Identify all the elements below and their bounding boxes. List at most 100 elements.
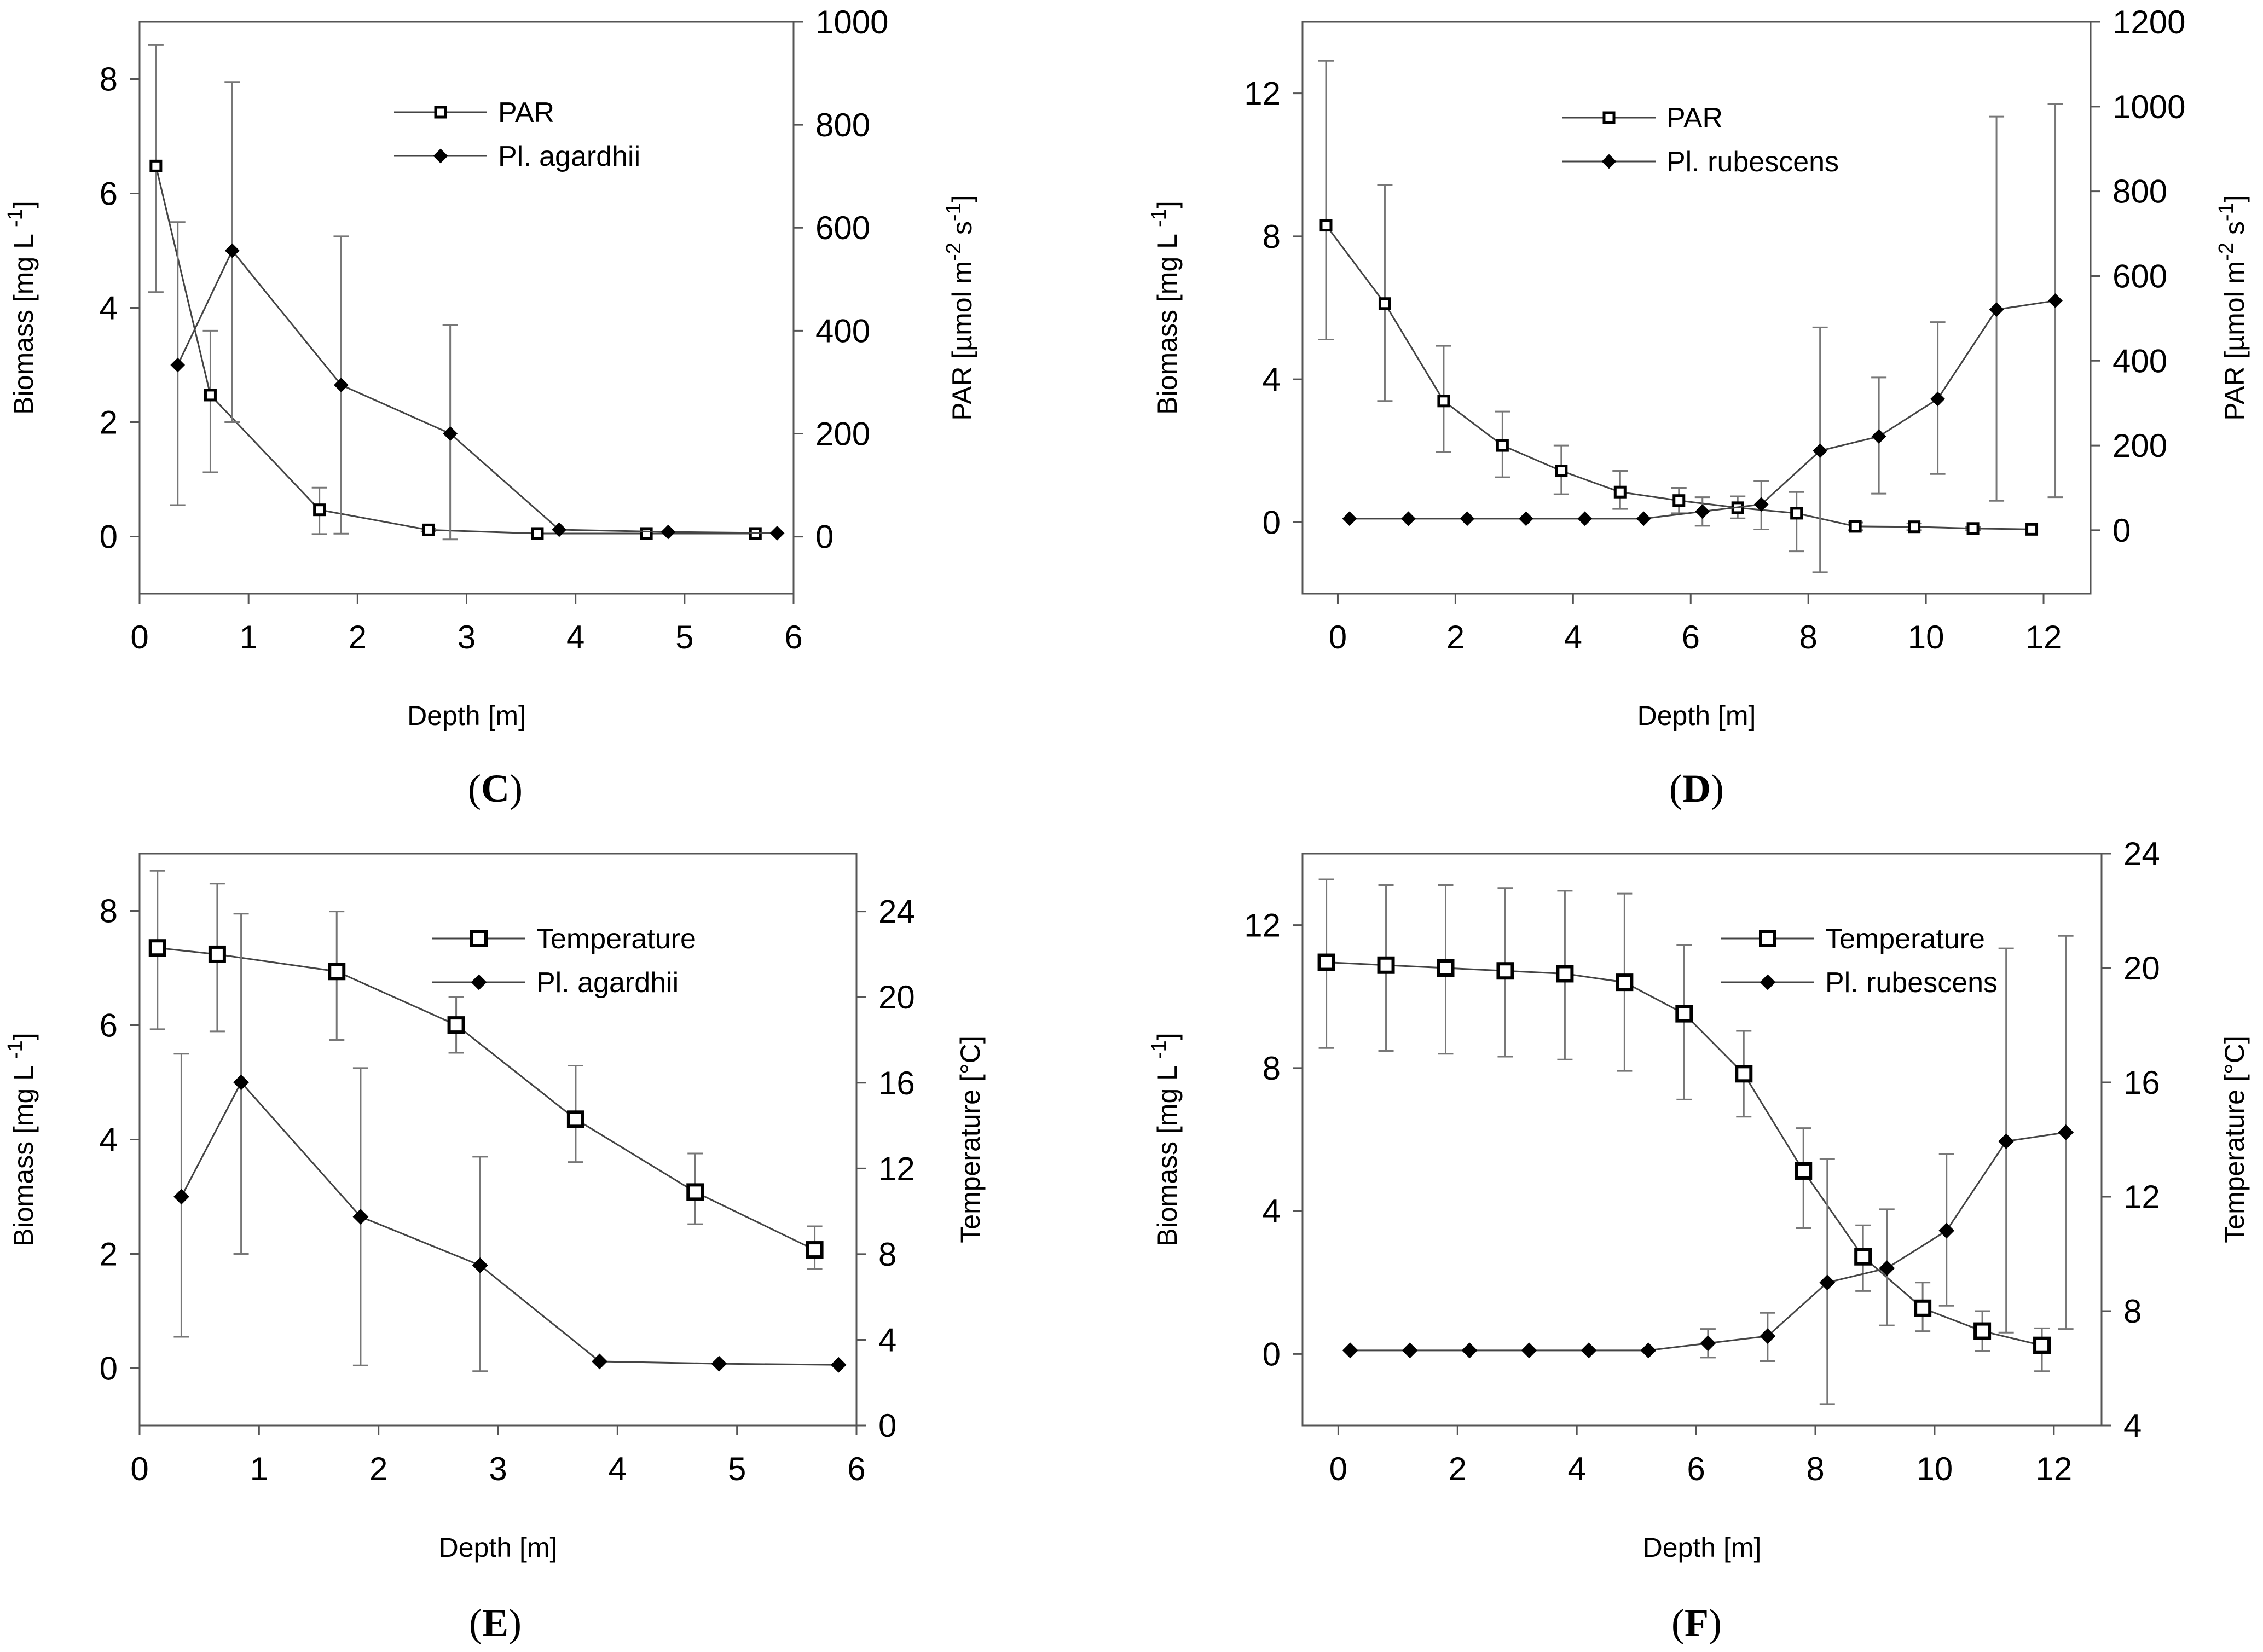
data-point [1849, 520, 1862, 533]
y-axis-label-tail: ] [1152, 1033, 1183, 1040]
y-tick-label: 4 [1263, 1193, 1281, 1230]
x-tick-label: 1 [239, 619, 257, 656]
series-line [1350, 1131, 2066, 1352]
data-point [769, 525, 785, 541]
panel-label-paren: ) [1709, 1601, 1722, 1645]
panel-label: (F) [1671, 1601, 1722, 1645]
legend-entry: Temperature [1825, 923, 1985, 955]
x-tick-label: 5 [675, 619, 693, 656]
data-point [1521, 1342, 1537, 1359]
y2-axis-label: PAR [µmol m-2 s-1] [942, 195, 977, 420]
plot-frame [138, 21, 795, 595]
y2-axis-label-text: PAR [µmol m [2219, 261, 2250, 421]
y-tick-label: 12 [1244, 76, 1281, 112]
data-point [1908, 520, 1921, 534]
y-tick-label: 8 [100, 893, 118, 930]
data-point [531, 527, 544, 540]
y2-axis-label-superscript: -2 [2215, 242, 2238, 261]
data-point [233, 1074, 249, 1091]
data-point [1437, 395, 1450, 408]
y2-axis-label-text: PAR [µmol m [947, 261, 977, 421]
y2-tick-label: 0 [2112, 512, 2131, 549]
legend-entry: PAR [1666, 102, 1723, 134]
legend-entry: PAR [498, 97, 554, 129]
data-point [1879, 1260, 1895, 1277]
panel-c: 0 1 2 3 4 5 6 0 2 4 6 8 0 200 400 600 800 1000 Depth [m] Bi… [4, 4, 977, 810]
panel-label-letter: F [1685, 1601, 1709, 1645]
x-axis-label: Depth [m] [439, 1532, 558, 1563]
data-point [173, 1189, 189, 1205]
legend: PAR Pl. agardhii [394, 97, 640, 172]
x-tick-label: 0 [1329, 1451, 1347, 1487]
y2-axis-label-superscript: -1 [942, 202, 965, 221]
x-tick-label: 4 [566, 619, 584, 656]
y2-tick-label: 600 [2112, 258, 2167, 294]
data-point [1735, 1065, 1753, 1083]
legend-marker [1759, 930, 1776, 947]
data-point [2048, 293, 2063, 308]
panel-label-letter: C [481, 767, 510, 810]
y2-axis-label: Temperature [°C] [955, 1036, 986, 1243]
data-point [1640, 1342, 1657, 1359]
y2-tick-label: 20 [2123, 950, 2160, 987]
x-tick-label: 1 [250, 1451, 268, 1487]
series-temperature [148, 870, 824, 1270]
x-tick-label: 6 [1682, 619, 1700, 656]
series-pl-rubescens [1342, 935, 2074, 1405]
y2-axis-label-superscript: -1 [2215, 202, 2238, 221]
y-axis-label-tail: ] [1152, 201, 1183, 208]
y2-tick-label: 16 [878, 1065, 915, 1102]
panel-label-letter: D [1682, 767, 1711, 810]
y-axis-label-text: Biomass [mg L [1152, 227, 1183, 415]
y2-tick-label: 800 [815, 107, 870, 143]
data-point [2058, 1124, 2074, 1140]
panel-label: (E) [469, 1601, 522, 1645]
panel-label-paren: ( [1671, 1601, 1685, 1645]
data-point [2025, 523, 2039, 536]
y2-tick-label: 8 [2123, 1293, 2142, 1330]
y2-tick-label: 400 [2112, 343, 2167, 379]
y2-axis-label-tail: ] [947, 195, 977, 202]
data-point [422, 523, 435, 536]
x-tick-label: 8 [1799, 619, 1817, 656]
data-point [1319, 219, 1333, 232]
data-point [1700, 1335, 1716, 1352]
data-point [328, 963, 346, 981]
y2-tick-label: 4 [878, 1321, 896, 1358]
x-tick-label: 12 [2035, 1451, 2072, 1487]
y2-tick-label: 20 [878, 979, 915, 1016]
data-point [1819, 1274, 1836, 1291]
series-line [181, 1081, 839, 1366]
y2-tick-label: 24 [2123, 836, 2160, 872]
data-point [1496, 962, 1514, 980]
y-axis-label-tail: ] [8, 1033, 39, 1040]
data-point [1402, 1342, 1418, 1359]
x-tick-label: 3 [489, 1451, 507, 1487]
data-point [1342, 1342, 1358, 1359]
x-tick-label: 0 [1329, 619, 1347, 656]
legend-marker [1760, 974, 1776, 990]
y2-tick-label: 0 [815, 519, 834, 555]
data-point [566, 1110, 584, 1128]
panel-label-paren: ( [468, 767, 481, 810]
y-axis-label-superscript: -1 [1148, 1040, 1171, 1059]
legend: Temperature Pl. rubescens [1721, 923, 1998, 999]
y2-tick-label: 1200 [2112, 4, 2185, 40]
x-tick-label: 6 [784, 619, 802, 656]
data-point [1556, 965, 1574, 983]
y2-axis-label-text: s [2219, 221, 2250, 242]
data-point [1871, 429, 1886, 444]
series-pl-rubescens [1342, 103, 2063, 573]
legend-entry: Pl. rubescens [1666, 146, 1839, 178]
data-point [1496, 439, 1509, 452]
data-point [640, 527, 653, 540]
series-line [155, 166, 756, 535]
legend-marker [434, 106, 447, 119]
y-tick-label: 0 [1263, 504, 1281, 541]
plot-frame [1301, 21, 2092, 595]
x-tick-label: 12 [2025, 619, 2062, 656]
x-tick-label: 4 [1568, 1451, 1586, 1487]
x-tick-label: 10 [1908, 619, 1944, 656]
